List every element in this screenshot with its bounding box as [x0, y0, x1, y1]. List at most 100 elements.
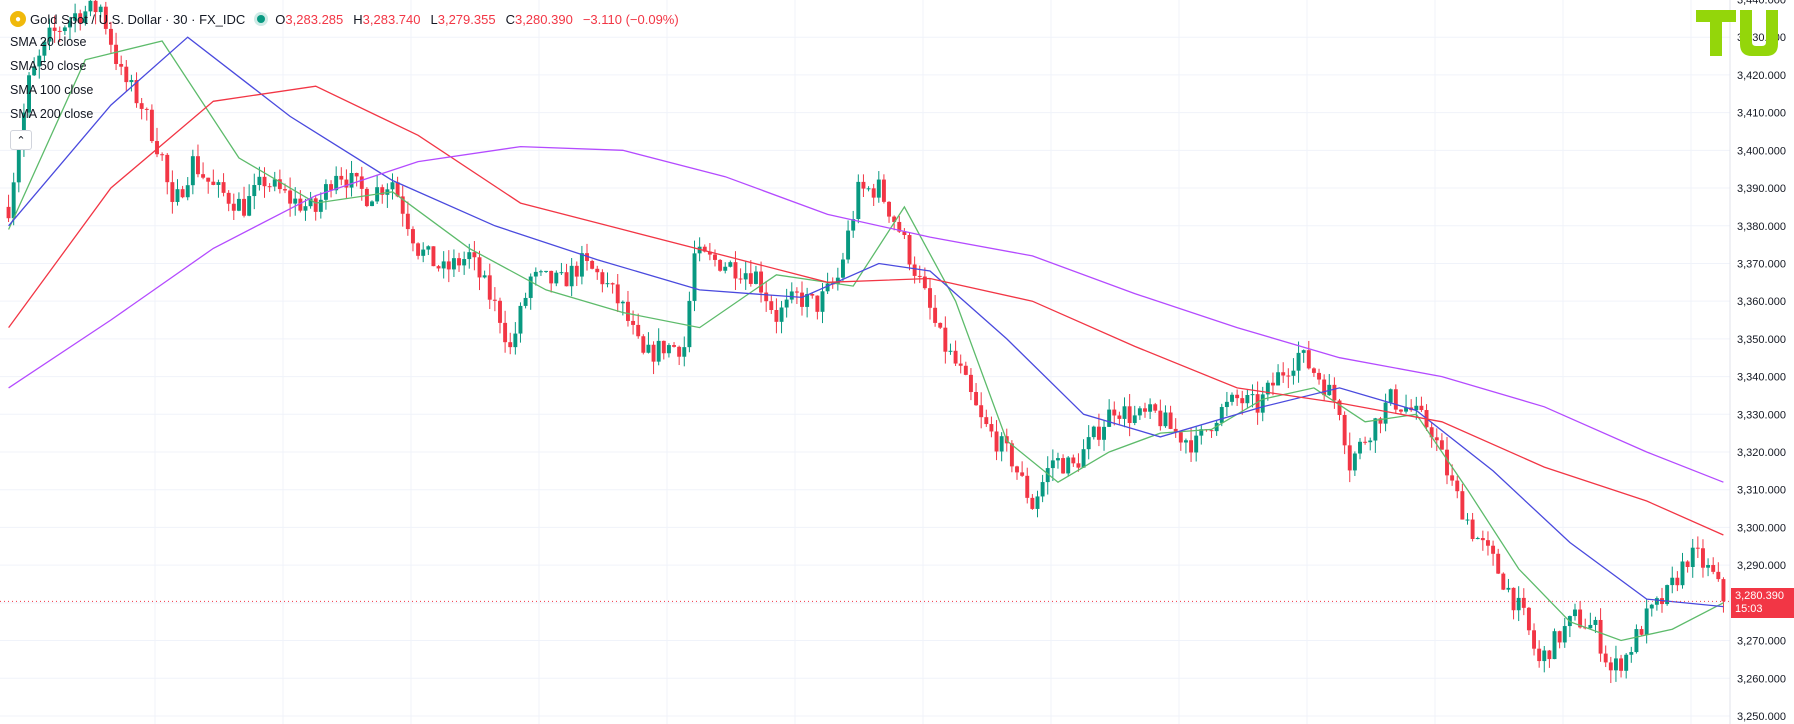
- candle-body: [825, 283, 830, 292]
- sma-line-20: [8, 40, 1724, 642]
- candle-body: [272, 179, 277, 187]
- symbol-title[interactable]: Gold Spot / U.S. Dollar · 30 · FX_IDC: [30, 11, 246, 27]
- open-value: 3,283.285: [285, 11, 344, 27]
- candle-body: [252, 185, 257, 197]
- candle-body: [283, 189, 287, 191]
- candle-body: [206, 177, 211, 182]
- candle-body: [1265, 382, 1270, 395]
- candle-body: [1230, 394, 1234, 402]
- candle-body: [1091, 426, 1096, 438]
- candle-body: [1030, 497, 1035, 509]
- candle-body: [728, 262, 733, 267]
- candle-body: [1112, 409, 1117, 416]
- candle-body: [1194, 435, 1199, 453]
- candle-body: [1332, 384, 1337, 401]
- candle-body: [1593, 619, 1598, 625]
- candle-body: [897, 221, 902, 232]
- candle-body: [753, 271, 758, 284]
- candle-body: [1557, 631, 1562, 643]
- candle-body: [32, 66, 37, 76]
- candle-body: [1209, 430, 1214, 432]
- candle-body: [851, 219, 856, 231]
- candle-body: [6, 206, 11, 219]
- candle-body: [492, 299, 497, 301]
- candle-body: [1122, 406, 1127, 419]
- candle-body: [277, 179, 282, 190]
- candle-body: [651, 344, 656, 362]
- y-tick-label: 3,300.000: [1737, 522, 1786, 534]
- candle-body: [1127, 406, 1132, 423]
- candle-body: [395, 182, 400, 197]
- candle-body: [1552, 631, 1557, 660]
- candle-body: [810, 294, 815, 296]
- candle-body: [1076, 463, 1081, 468]
- candle-body: [298, 198, 303, 211]
- indicator-sma200[interactable]: SMA 200 close: [10, 107, 94, 121]
- candle-body: [83, 11, 88, 24]
- candle-body: [1670, 577, 1675, 586]
- candle-body: [1404, 407, 1409, 412]
- y-tick-label: 3,330.000: [1737, 409, 1786, 421]
- candle-body: [764, 292, 769, 302]
- collapse-legend-button[interactable]: ⌃: [10, 130, 32, 150]
- candle-body: [697, 246, 702, 254]
- indicator-sma20[interactable]: SMA 20 close: [10, 35, 87, 49]
- candle-body: [1132, 415, 1137, 423]
- candle-body: [180, 189, 185, 198]
- candle-body: [1470, 519, 1475, 539]
- candle-body: [544, 270, 549, 272]
- candle-body: [1322, 379, 1327, 396]
- candle-body: [1629, 652, 1634, 655]
- candle-body: [615, 284, 620, 304]
- candle-body: [1383, 402, 1388, 424]
- y-tick-label: 3,320.000: [1737, 447, 1786, 459]
- candle-body: [1020, 472, 1025, 476]
- candle-body: [303, 206, 308, 211]
- candle-body: [1045, 468, 1050, 483]
- brand-logo: [1696, 10, 1778, 56]
- candle-body: [636, 324, 641, 337]
- candle-body: [595, 268, 600, 273]
- candle-body: [646, 344, 651, 353]
- candle-body: [999, 436, 1004, 452]
- candle-body: [1066, 457, 1071, 474]
- candle-body: [682, 347, 687, 357]
- candle-body: [1526, 607, 1531, 631]
- candle-body: [1445, 449, 1449, 476]
- y-tick-label: 3,410.000: [1737, 108, 1786, 120]
- candle-body: [1363, 441, 1368, 443]
- y-tick-label: 3,370.000: [1737, 258, 1786, 270]
- candle-body: [559, 272, 564, 274]
- candle-body: [1281, 372, 1286, 376]
- candle-body: [846, 230, 851, 260]
- candle-body: [1178, 432, 1183, 443]
- candle-body: [938, 322, 943, 328]
- candle-body: [1501, 573, 1506, 590]
- candle-body: [1419, 405, 1424, 411]
- candle-body: [1189, 440, 1194, 453]
- y-tick-label: 3,350.000: [1737, 334, 1786, 346]
- candle-body: [1506, 587, 1511, 590]
- candle-body: [513, 333, 518, 348]
- candle-body: [1107, 409, 1112, 427]
- candle-body: [692, 253, 697, 301]
- candle-body: [27, 75, 31, 113]
- candle-body: [1250, 394, 1255, 396]
- candle-body: [262, 176, 267, 187]
- candle-body: [549, 270, 554, 284]
- candle-body: [554, 272, 559, 284]
- candle-body: [1532, 630, 1536, 649]
- indicator-sma100[interactable]: SMA 100 close: [10, 83, 94, 97]
- candle-body: [436, 266, 441, 269]
- candle-body: [201, 174, 206, 178]
- candle-body: [1598, 619, 1603, 654]
- candle-body: [1521, 597, 1526, 608]
- indicator-sma50[interactable]: SMA 50 close: [10, 59, 87, 73]
- candle-body: [769, 301, 774, 310]
- candle-body: [1117, 415, 1122, 419]
- candle-body: [1009, 443, 1014, 467]
- y-tick-label: 3,310.000: [1737, 485, 1786, 497]
- candle-body: [416, 243, 421, 256]
- candle-body: [1255, 394, 1260, 413]
- candle-body: [190, 156, 195, 186]
